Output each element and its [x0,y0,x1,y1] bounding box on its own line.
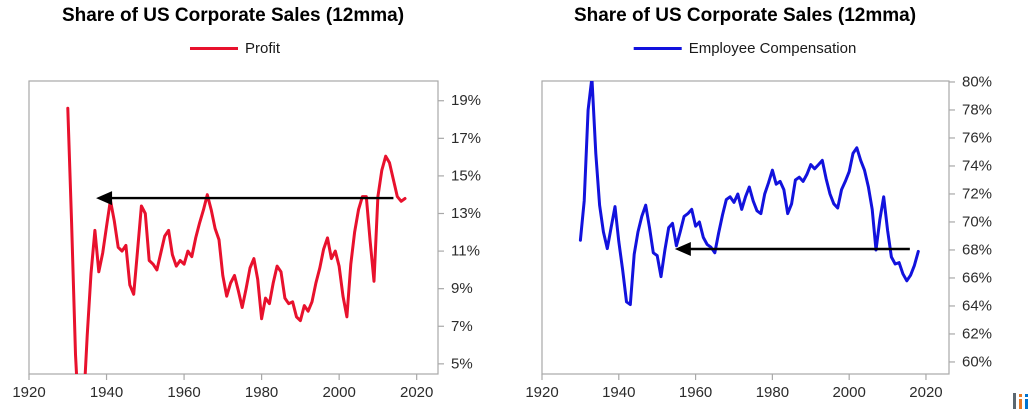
plot-border [28,80,439,375]
profit-chart-plot: 19% 17% 15% 13% 11% 9% 7% 5% 1920 1940 1960 1980 200… [12,80,481,401]
compensation-chart-plot: 80% 78% 76% 74% 72% 70% 68% 66% 64% 62% 60% 1920 194… [525,73,992,401]
y-axis-tick-label: 78% [962,101,992,118]
y-axis-tick-label: 11% [451,243,480,260]
y-axis-tick-label: 62% [962,325,992,342]
plot-border [541,80,950,375]
x-axis-tick-label: 1960 [679,384,712,401]
y-axis-tick-label: 74% [962,157,992,174]
x-axis-tick-label: 1920 [12,384,45,401]
y-axis-tick-label: 19% [451,92,481,109]
comparison-arrow-head-icon [674,241,691,256]
x-axis-tick-label: 1940 [602,384,635,401]
x-axis-tick-label: 1980 [245,384,278,401]
x-axis-tick-label: 2020 [909,384,942,401]
profit-chart-title: Share of US Corporate Sales (12mma) [61,5,405,26]
y-axis-tick-label: 9% [451,280,473,297]
y-axis-tick-label: 5% [451,355,473,372]
y-axis-tick-label: 70% [962,213,992,230]
y-axis-tick-label: 17% [451,130,481,147]
y-axis-tick-label: 68% [962,241,992,258]
y-axis-tick-label: 15% [451,167,481,184]
logo-dot-icon [1025,394,1028,397]
y-axis-tick-label: 76% [962,129,992,146]
profit-legend-line-swatch [189,47,238,50]
x-axis-tick-label: 1960 [167,384,200,401]
profit-line [66,106,407,374]
logo-glyph-i1 [1019,394,1022,409]
compensation-chart-title: Share of US Corporate Sales (12mma) [573,5,917,26]
x-axis-tick-label: 2000 [832,384,865,401]
y-axis-tick-label: 13% [451,205,481,222]
x-axis-tick-label: 2020 [400,384,433,401]
compensation-legend-label: Employee Compensation [688,40,857,57]
x-axis-tick-label: 2000 [322,384,355,401]
logo-glyph-i2 [1025,394,1028,409]
logo-bar-i1 [1019,399,1022,409]
logo-bar-i2 [1025,399,1028,409]
y-axis-tick-label: 64% [962,297,992,314]
y-axis-tick-label: 80% [962,73,992,90]
x-axis-tick-label: 1980 [756,384,789,401]
y-axis-tick-label: 66% [962,269,992,286]
y-axis-tick-label: 7% [451,318,473,335]
compensation-legend-line-swatch [633,47,682,50]
x-axis-tick-label: 1920 [525,384,558,401]
profit-chart-legend: Profit [189,40,281,57]
x-axis-tick-label: 1940 [90,384,123,401]
compensation-line [578,81,920,307]
brand-logo [1013,391,1035,409]
profit-legend-label: Profit [244,40,281,57]
logo-dot-icon [1019,394,1022,397]
y-axis-tick-label: 60% [962,353,992,370]
y-axis-tick-label: 72% [962,185,992,202]
compensation-chart-legend: Employee Compensation [633,40,857,57]
logo-bar-l [1013,393,1016,409]
comparison-arrow-head-icon [96,191,113,206]
